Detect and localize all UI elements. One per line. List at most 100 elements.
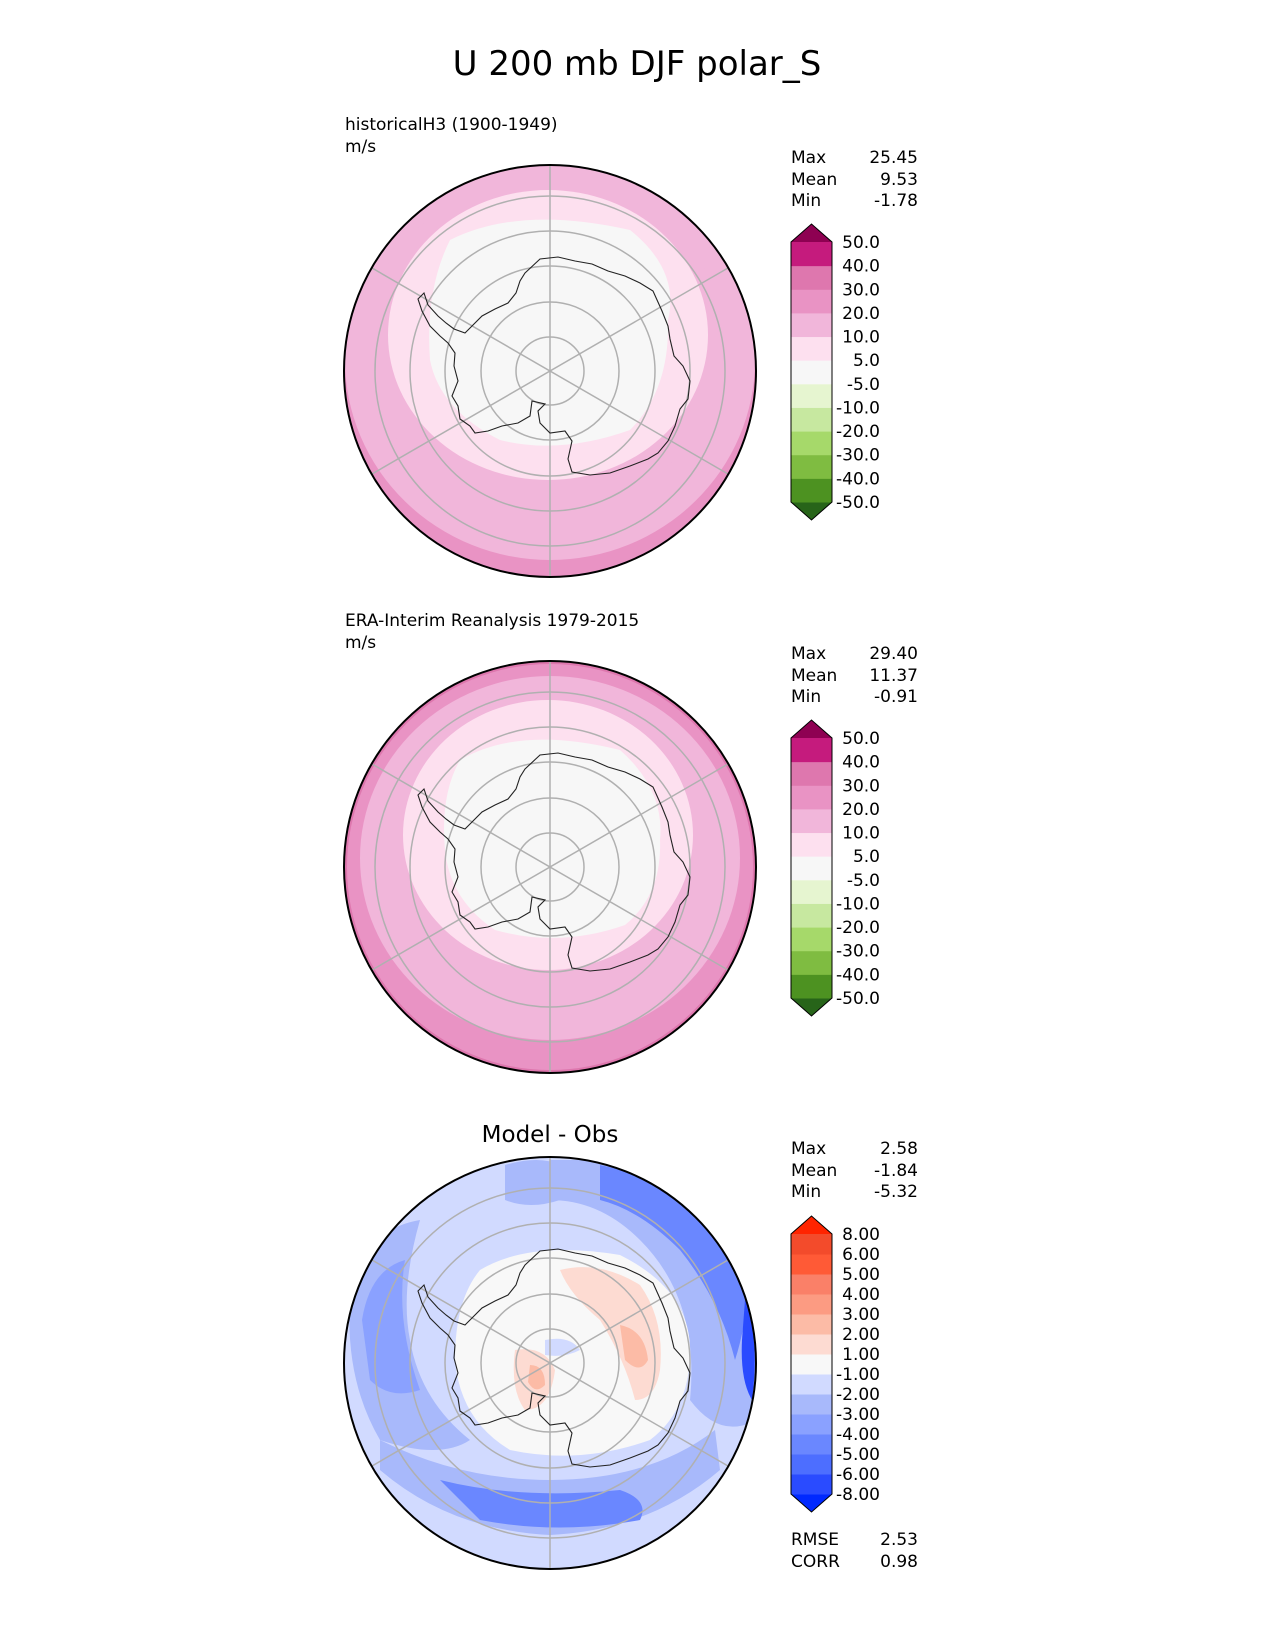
colorbar-tick-label: 1.00: [842, 1345, 880, 1365]
colorbar-tick-label: 10.0: [842, 824, 880, 844]
colorbar-tick-label: -5.00: [836, 1445, 880, 1465]
stat-min-value: -5.32: [874, 1182, 918, 1202]
colorbar-segment: [791, 478, 832, 503]
colorbar-segment: [791, 879, 832, 904]
panel-test-colorbar: -50.0 -40.0 -30.0 -20.0 -10.0 -5.0 5.0 10.0 20.0…: [790, 223, 880, 521]
colorbar-tick-label: 6.00: [842, 1245, 880, 1265]
colorbar-segment: [791, 1354, 832, 1375]
colorbar-tick-label: 8.00: [842, 1225, 880, 1245]
colorbar-segment: [791, 974, 832, 999]
stat-min-value: -1.78: [874, 191, 918, 211]
colorbar-tick-label: 5.0: [853, 351, 880, 371]
stat-mean-value: 9.53: [880, 170, 918, 190]
panel-test-map: [344, 165, 756, 577]
colorbar-tick-label: -3.00: [836, 1405, 880, 1425]
stat-mean-value: -1.84: [874, 1161, 918, 1181]
colorbar-outline: [790, 1215, 833, 1513]
stat-mean-label: Mean: [791, 170, 837, 190]
colorbar-tick-label: -40.0: [836, 965, 880, 985]
panel-difference-title: Model - Obs: [482, 1122, 619, 1148]
metric-rmse-value: 2.53: [880, 1530, 918, 1550]
metric-rmse-label: RMSE: [791, 1530, 839, 1550]
panel-test: historicalH3 (1900-1949) m/s Max 25.45 M…: [343, 115, 918, 578]
colorbar-extend-min: [791, 502, 832, 520]
colorbar-segment: [791, 1454, 832, 1475]
panel-test-stats: Max 25.45 Mean 9.53 Min -1.78: [791, 148, 918, 211]
colorbar-tick-label: -10.0: [836, 398, 880, 418]
colorbar-segment: [791, 808, 832, 834]
colorbar-extend-min: [791, 998, 832, 1016]
panel-reference-stats: Max 29.40 Mean 11.37 Min -0.91: [791, 644, 918, 707]
colorbar-extend-max: [791, 720, 832, 738]
colorbar-segment: [791, 360, 832, 385]
colorbar-tick-label: -40.0: [836, 469, 880, 489]
colorbar-segment: [791, 407, 832, 432]
colorbar-tick-label: -50.0: [836, 989, 880, 1009]
colorbar-tick-label: 4.00: [842, 1285, 880, 1305]
colorbar-extend-max: [791, 1216, 832, 1234]
colorbar-segment: [791, 1414, 832, 1435]
stat-max-label: Max: [791, 1139, 826, 1159]
colorbar-tick-label: 3.00: [842, 1305, 880, 1325]
colorbar-segment: [791, 312, 832, 338]
colorbar-tick-label: -30.0: [836, 446, 880, 466]
colorbar-tick-label: -4.00: [836, 1425, 880, 1445]
colorbar-outline: [790, 719, 833, 1017]
colorbar-segment: [791, 832, 832, 857]
colorbar-tick-label: 20.0: [842, 304, 880, 324]
colorbar-segment: [791, 1334, 832, 1355]
colorbar-tick-label: 5.0: [853, 847, 880, 867]
colorbar-segment: [791, 1254, 832, 1275]
panel-reference-title: ERA-Interim Reanalysis 1979-2015: [345, 611, 639, 631]
panel-test-title: historicalH3 (1900-1949): [345, 115, 558, 135]
panel-difference-metrics: RMSE 2.53 CORR 0.98: [791, 1530, 918, 1572]
colorbar-tick-label: -1.00: [836, 1365, 880, 1385]
colorbar-segment: [791, 289, 832, 314]
colorbar-segment: [791, 431, 832, 456]
panel-difference-grid: [371, 1157, 729, 1569]
stat-min-label: Min: [791, 687, 821, 707]
colorbar-tick-label: -5.0: [847, 375, 880, 395]
panel-test-units: m/s: [345, 137, 376, 157]
colorbar-segment: [791, 1274, 832, 1295]
panel-difference-boundary: [343, 1156, 757, 1570]
colorbar-tick-label: -10.0: [836, 894, 880, 914]
metric-corr-label: CORR: [791, 1552, 840, 1572]
colorbar-segment: [791, 1434, 832, 1455]
colorbar-segment: [791, 903, 832, 928]
colorbar-segment: [791, 738, 832, 763]
colorbar-tick-label: 50.0: [842, 729, 880, 749]
colorbar-tick-label: -8.00: [836, 1485, 880, 1505]
colorbar-segment: [791, 1474, 832, 1495]
colorbar-segment: [791, 1234, 832, 1255]
colorbar-tick-label: 30.0: [842, 776, 880, 796]
panel-reference: ERA-Interim Reanalysis 1979-2015 m/s Max…: [343, 611, 918, 1074]
colorbar-tick-label: 20.0: [842, 800, 880, 820]
metric-corr-value: 0.98: [880, 1552, 918, 1572]
stat-min-value: -0.91: [874, 687, 918, 707]
stat-max-label: Max: [791, 148, 826, 168]
colorbar-segment: [791, 336, 832, 361]
colorbar-segment: [791, 1374, 832, 1395]
colorbar-segment: [791, 1314, 832, 1335]
colorbar-outline: [790, 223, 833, 521]
colorbar-tick-label: -6.00: [836, 1465, 880, 1485]
panel-test-grid: [371, 165, 729, 577]
colorbar-tick-label: -30.0: [836, 942, 880, 962]
colorbar-segment: [791, 761, 832, 786]
stat-mean-value: 11.37: [869, 666, 918, 686]
colorbar-segment: [791, 454, 832, 479]
colorbar-tick-label: 10.0: [842, 328, 880, 348]
stat-max-value: 29.40: [869, 644, 918, 664]
colorbar-segment: [791, 950, 832, 975]
stat-mean-label: Mean: [791, 1161, 837, 1181]
colorbar-tick-label: -5.0: [847, 871, 880, 891]
colorbar-tick-label: 5.00: [842, 1265, 880, 1285]
panel-difference: Model - Obs: [343, 1122, 918, 1572]
panel-difference-stats: Max 2.58 Mean -1.84 Min -5.32: [791, 1139, 918, 1202]
colorbar-segment: [791, 242, 832, 267]
panel-test-boundary: [343, 164, 757, 578]
colorbar-tick-label: 30.0: [842, 280, 880, 300]
stat-max-value: 2.58: [880, 1139, 918, 1159]
